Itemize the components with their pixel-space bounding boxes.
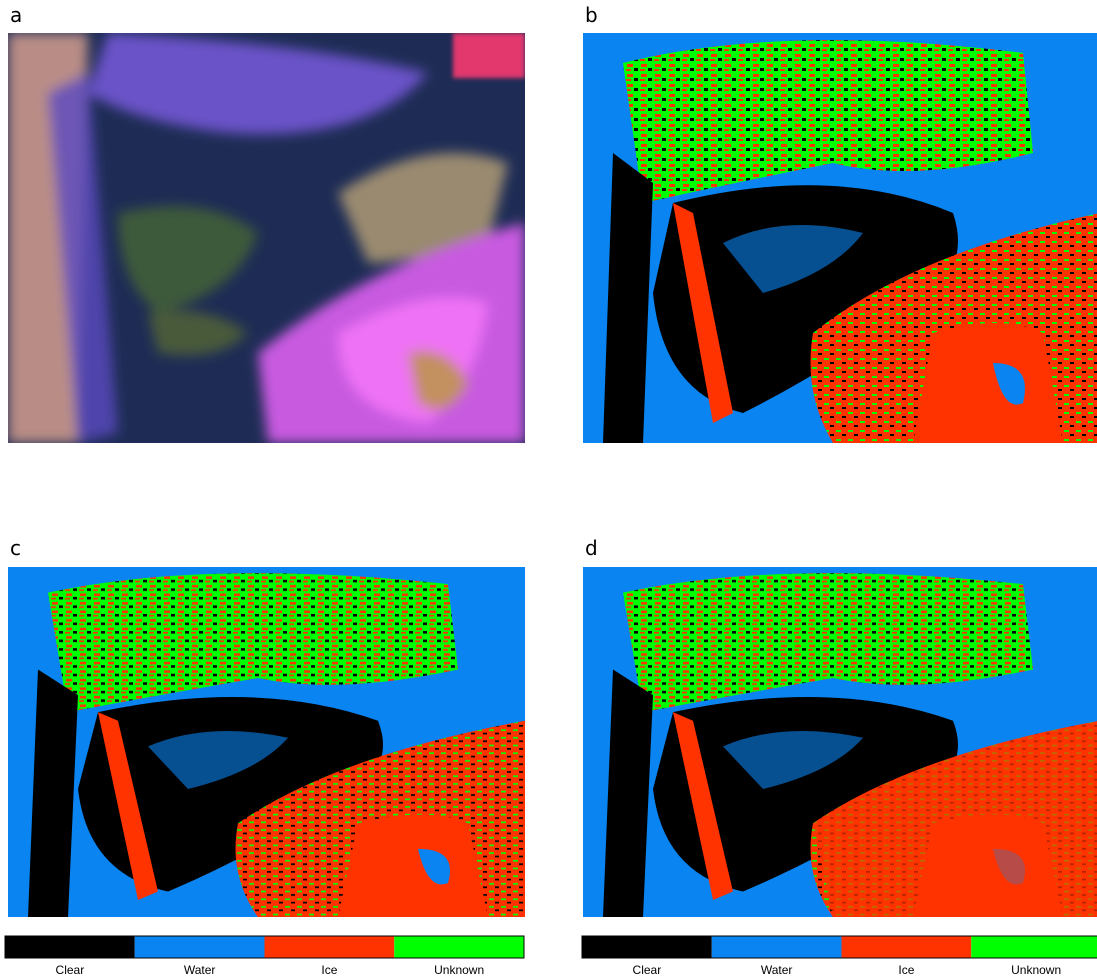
classification-map [583, 33, 1097, 443]
panel-label: d [585, 536, 598, 560]
panel-label: a [10, 3, 22, 27]
legend-border [4, 935, 525, 959]
legend-swatch [264, 936, 395, 958]
legend-label: Unknown [434, 963, 484, 977]
legend: Clear Water Ice Unknown [581, 935, 1097, 977]
legend-label: Clear [633, 963, 662, 977]
legend-border [581, 935, 1097, 959]
legend-label: Water [761, 963, 793, 977]
panel-label: c [10, 536, 21, 560]
legend-swatch [5, 936, 135, 958]
legend-label: Unknown [1011, 963, 1061, 977]
legend-label: Ice [321, 963, 337, 977]
panel-label: b [585, 3, 598, 27]
classification-map [583, 567, 1097, 917]
legend-swatch [134, 936, 265, 958]
legend-label: Ice [898, 963, 914, 977]
legend: Clear Water Ice Unknown [4, 935, 525, 977]
satellite-image [8, 33, 525, 443]
legend-label: Water [184, 963, 216, 977]
classification-map [8, 567, 525, 917]
legend-swatch [582, 936, 712, 958]
legend-swatch [394, 936, 524, 958]
legend-swatch [971, 936, 1097, 958]
legend-swatch [841, 936, 972, 958]
legend-swatch [711, 936, 842, 958]
legend-label: Clear [56, 963, 85, 977]
